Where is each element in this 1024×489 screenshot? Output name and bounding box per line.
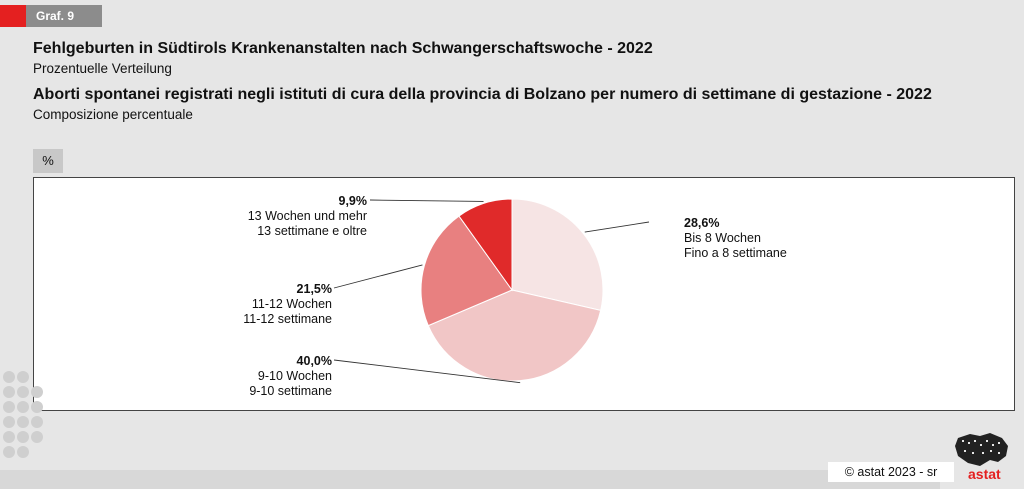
title-german: Fehlgeburten in Südtirols Krankenanstalt… [33, 40, 653, 57]
slice-label-3: 9,9% 13 Wochen und mehr 13 settimane e o… [248, 194, 367, 239]
slice-label-it-2: 11-12 settimane [243, 312, 332, 326]
chart-area: 28,6% Bis 8 Wochen Fino a 8 settimane 40… [33, 177, 1015, 411]
pie-chart [333, 198, 650, 384]
slice-label-de-2: 11-12 Wochen [251, 297, 332, 311]
slice-label-it-3: 13 settimane e oltre [257, 224, 367, 238]
pie-slice-3 [458, 198, 513, 292]
subtitle-german: Prozentuelle Verteilung [33, 61, 172, 76]
slice-label-de-1: 9-10 Wochen [257, 369, 332, 383]
slice-pct-2: 21,5% [296, 282, 332, 296]
leader-line-0 [584, 221, 650, 233]
copyright-text: astat 2023 - sr [857, 465, 938, 479]
tag-accent [0, 5, 26, 27]
pie-slice-2 [420, 215, 513, 327]
slice-label-it-0: Fino a 8 settimane [684, 246, 787, 260]
copyright: © astat 2023 - sr [828, 462, 954, 482]
slice-label-de-3: 13 Wochen und mehr [247, 209, 367, 223]
astat-logo-text: astat [968, 466, 1001, 482]
slice-pct-3: 9,9% [338, 194, 368, 208]
slice-label-0: 28,6% Bis 8 Wochen Fino a 8 settimane [684, 216, 787, 261]
leader-line-2 [333, 264, 423, 289]
slice-label-it-1: 9-10 settimane [249, 384, 332, 398]
title-italian: Aborti spontanei registrati negli istitu… [33, 86, 932, 103]
graph-tag: Graf. 9 [26, 5, 102, 27]
pie-slice-1 [427, 289, 602, 382]
slice-pct-0: 28,6% [684, 216, 720, 230]
unit-label: % [33, 149, 63, 173]
leader-line-1 [333, 359, 521, 384]
slice-label-de-0: Bis 8 Wochen [684, 231, 761, 245]
subtitle-italian: Composizione percentuale [33, 107, 193, 122]
leader-line-3 [369, 199, 484, 202]
footer-bar [0, 470, 940, 489]
decorative-dots [3, 371, 43, 458]
slice-pct-1: 40,0% [296, 354, 332, 368]
pie-slice-0 [511, 198, 604, 312]
slice-label-2: 21,5% 11-12 Wochen 11-12 settimane [243, 282, 332, 327]
slice-label-1: 40,0% 9-10 Wochen 9-10 settimane [249, 354, 332, 399]
astat-logo-icon [955, 433, 1008, 466]
